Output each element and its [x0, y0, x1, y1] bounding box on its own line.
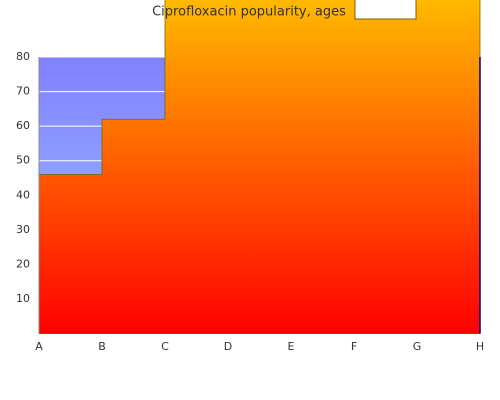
y-tick-label: 50	[16, 154, 30, 167]
chart-title: Ciprofloxacin popularity, ages	[152, 5, 346, 20]
x-tick-label: C	[161, 340, 169, 353]
y-tick-label: 80	[16, 50, 30, 63]
area	[38, 0, 481, 334]
plot-area: 10 20 30 40 50 60 70 80 A B C D E F G H	[16, 0, 484, 353]
x-tick-label: G	[413, 340, 422, 353]
y-tick-label: 10	[16, 292, 30, 305]
y-tick-label: 70	[16, 85, 30, 98]
x-tick-label: E	[288, 340, 295, 353]
y-tick-label: 20	[16, 257, 30, 270]
x-tick-label: F	[351, 340, 357, 353]
x-tick-label: A	[35, 340, 43, 353]
y-tick-label: 40	[16, 188, 30, 201]
y-tick-label: 60	[16, 119, 30, 132]
x-tick-label: D	[224, 340, 232, 353]
legend-box	[354, 0, 417, 20]
x-tick-label: H	[476, 340, 484, 353]
x-tick-label: B	[98, 340, 106, 353]
y-tick-label: 30	[16, 223, 30, 236]
